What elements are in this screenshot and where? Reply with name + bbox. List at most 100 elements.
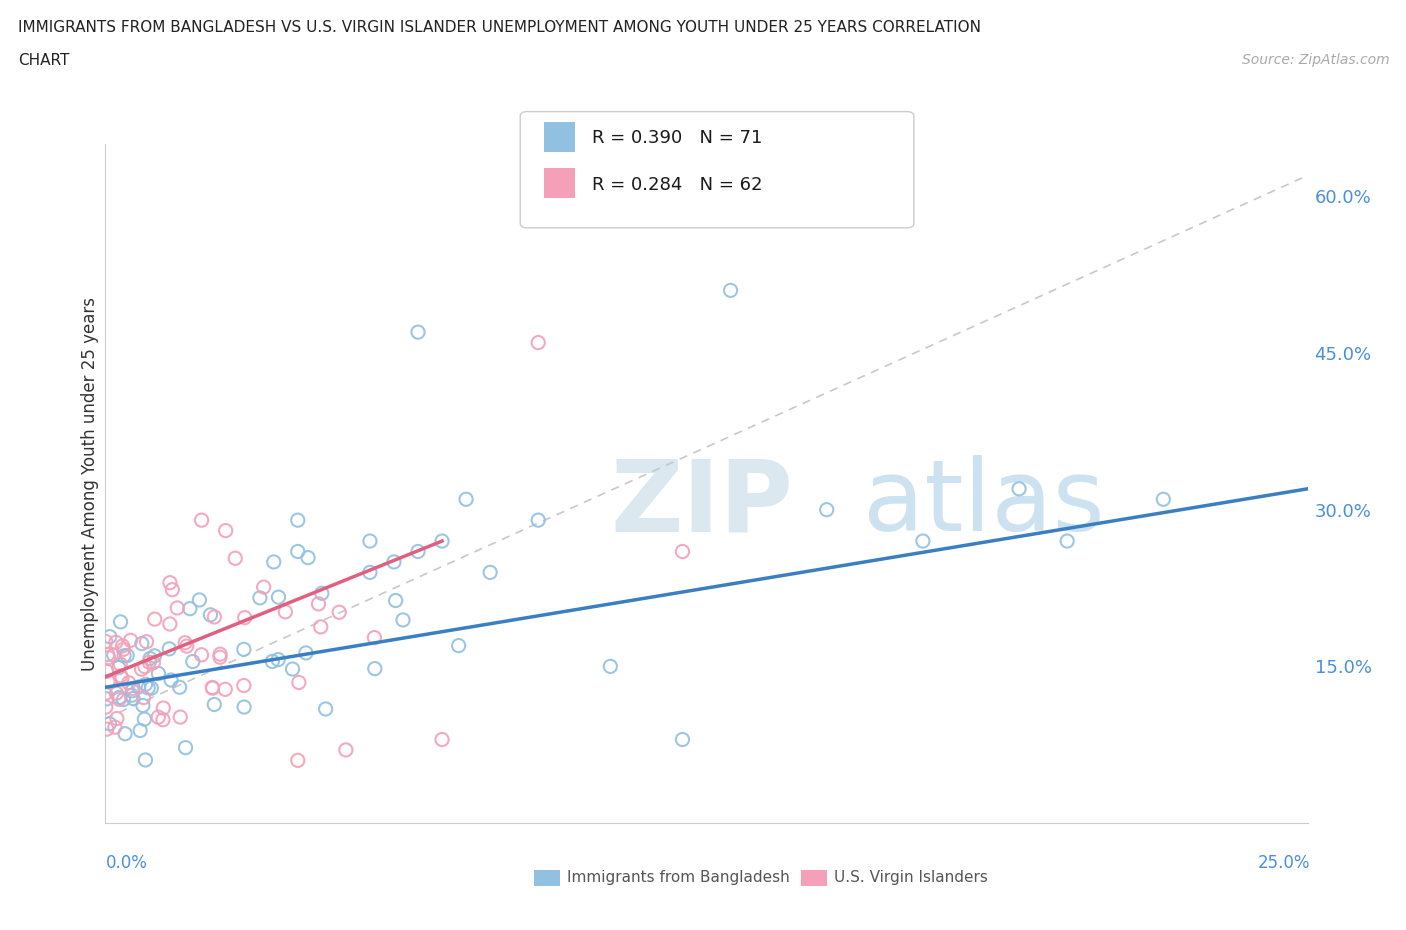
Point bbox=[160, 672, 183, 687]
Point bbox=[96, 722, 118, 737]
Point bbox=[176, 639, 198, 654]
Point bbox=[599, 659, 621, 674]
Point bbox=[328, 604, 350, 619]
Point bbox=[208, 650, 231, 665]
Point bbox=[169, 710, 191, 724]
Text: 0.0%: 0.0% bbox=[105, 854, 148, 872]
Point bbox=[148, 710, 170, 724]
Point bbox=[152, 700, 174, 715]
Point bbox=[274, 604, 297, 619]
Text: R = 0.390   N = 71: R = 0.390 N = 71 bbox=[592, 129, 762, 147]
Point bbox=[181, 654, 204, 669]
Point bbox=[128, 680, 150, 695]
Point bbox=[122, 691, 145, 706]
Point bbox=[297, 551, 319, 565]
Point bbox=[114, 726, 136, 741]
Text: R = 0.284   N = 62: R = 0.284 N = 62 bbox=[592, 176, 762, 193]
Point bbox=[308, 596, 330, 611]
Text: U.S. Virgin Islanders: U.S. Virgin Islanders bbox=[834, 870, 987, 885]
Point bbox=[112, 648, 135, 663]
Point bbox=[97, 674, 120, 689]
Point bbox=[115, 648, 138, 663]
Point bbox=[121, 688, 143, 703]
Point bbox=[359, 565, 381, 579]
Point bbox=[98, 716, 121, 731]
Point bbox=[143, 612, 166, 627]
Point bbox=[287, 544, 309, 559]
Point bbox=[430, 732, 453, 747]
Point bbox=[232, 642, 254, 657]
Text: ZIP: ZIP bbox=[610, 456, 793, 552]
Point bbox=[129, 724, 152, 738]
Point bbox=[148, 666, 170, 681]
Point bbox=[190, 512, 212, 527]
Point bbox=[295, 645, 318, 660]
Point bbox=[110, 615, 132, 630]
Point bbox=[141, 681, 163, 696]
Text: Immigrants from Bangladesh: Immigrants from Bangladesh bbox=[567, 870, 789, 885]
Point bbox=[98, 675, 121, 690]
Point bbox=[94, 699, 117, 714]
Point bbox=[287, 753, 309, 768]
Point bbox=[267, 590, 290, 604]
Point bbox=[110, 669, 132, 684]
Point bbox=[118, 675, 141, 690]
Point bbox=[288, 675, 311, 690]
Point bbox=[139, 651, 162, 666]
Point bbox=[233, 610, 256, 625]
Point bbox=[138, 655, 160, 670]
Point bbox=[121, 684, 143, 698]
Point bbox=[108, 692, 131, 707]
Text: atlas: atlas bbox=[863, 456, 1105, 552]
Point bbox=[233, 699, 256, 714]
Point bbox=[104, 635, 127, 650]
Point bbox=[454, 492, 477, 507]
Point bbox=[263, 554, 285, 569]
Point bbox=[120, 633, 142, 648]
Y-axis label: Unemployment Among Youth under 25 years: Unemployment Among Youth under 25 years bbox=[80, 297, 98, 671]
Point bbox=[281, 661, 304, 676]
Point bbox=[214, 524, 236, 538]
Point bbox=[108, 690, 131, 705]
Point bbox=[359, 534, 381, 549]
Point bbox=[527, 512, 550, 527]
Text: 25.0%: 25.0% bbox=[1258, 854, 1310, 872]
Point bbox=[132, 690, 155, 705]
Point bbox=[112, 642, 135, 657]
Point bbox=[382, 554, 405, 569]
Point bbox=[232, 678, 254, 693]
Point bbox=[430, 534, 453, 549]
Point bbox=[1152, 492, 1174, 507]
Point bbox=[224, 551, 246, 565]
Point bbox=[201, 681, 224, 696]
Point bbox=[309, 619, 332, 634]
Point bbox=[179, 602, 201, 617]
Point bbox=[105, 711, 128, 726]
Point bbox=[104, 720, 127, 735]
Point bbox=[174, 635, 197, 650]
Point bbox=[249, 591, 271, 605]
Point bbox=[112, 692, 135, 707]
Point bbox=[200, 607, 222, 622]
Point bbox=[143, 648, 166, 663]
Point bbox=[209, 646, 232, 661]
Point bbox=[911, 534, 934, 549]
Point bbox=[135, 677, 157, 692]
Point bbox=[142, 656, 165, 671]
Point bbox=[1056, 534, 1078, 549]
Point bbox=[214, 682, 236, 697]
Point bbox=[1008, 482, 1031, 497]
Point bbox=[136, 681, 159, 696]
Point bbox=[447, 638, 470, 653]
Point bbox=[406, 325, 429, 339]
Point bbox=[671, 544, 693, 559]
Point bbox=[392, 613, 415, 628]
Point bbox=[166, 601, 188, 616]
Text: IMMIGRANTS FROM BANGLADESH VS U.S. VIRGIN ISLANDER UNEMPLOYMENT AMONG YOUTH UNDE: IMMIGRANTS FROM BANGLADESH VS U.S. VIRGI… bbox=[18, 20, 981, 35]
Point bbox=[479, 565, 502, 579]
Point bbox=[121, 681, 143, 696]
Text: CHART: CHART bbox=[18, 53, 70, 68]
Point bbox=[174, 740, 197, 755]
Point bbox=[105, 685, 128, 700]
Point bbox=[287, 512, 309, 527]
